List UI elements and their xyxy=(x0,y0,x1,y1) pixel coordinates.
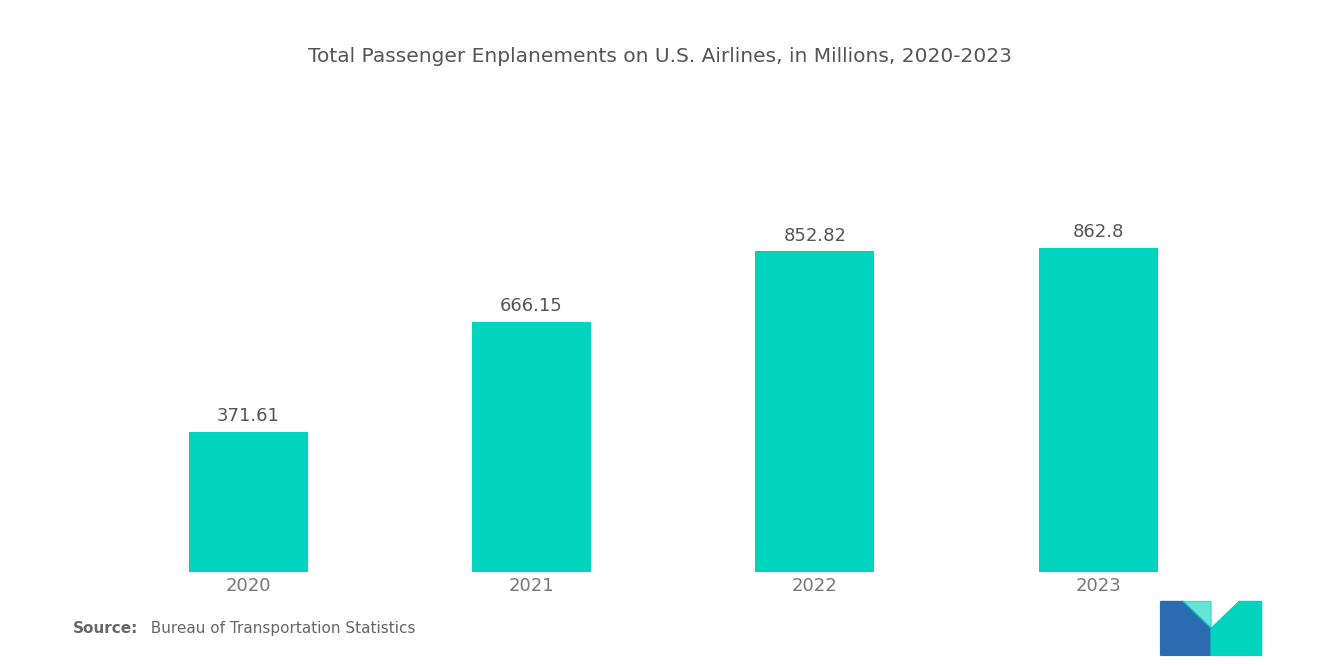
Bar xyxy=(1039,247,1158,572)
Bar xyxy=(755,251,874,572)
Polygon shape xyxy=(1212,601,1262,656)
Text: Bureau of Transportation Statistics: Bureau of Transportation Statistics xyxy=(141,621,416,636)
Bar xyxy=(473,321,591,572)
Text: 666.15: 666.15 xyxy=(500,297,562,315)
Bar xyxy=(189,432,308,572)
Text: 852.82: 852.82 xyxy=(783,227,846,245)
Polygon shape xyxy=(1183,601,1212,628)
Text: 862.8: 862.8 xyxy=(1072,223,1123,241)
Text: Source:: Source: xyxy=(73,621,139,636)
Text: 371.61: 371.61 xyxy=(216,408,280,426)
Polygon shape xyxy=(1160,601,1212,656)
Text: Total Passenger Enplanements on U.S. Airlines, in Millions, 2020-2023: Total Passenger Enplanements on U.S. Air… xyxy=(308,47,1012,66)
